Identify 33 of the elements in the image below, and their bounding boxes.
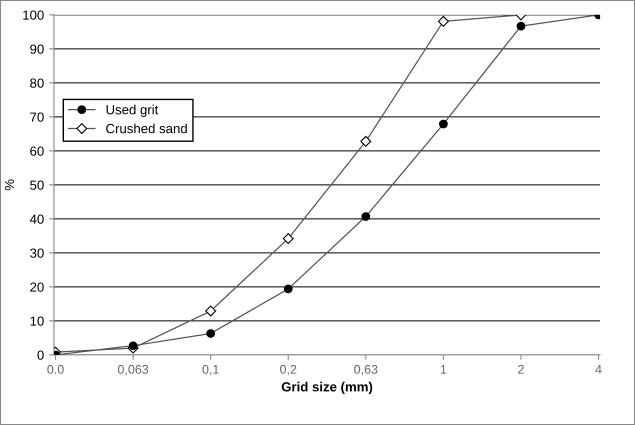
x-tick-label: 0,1 [202, 364, 219, 376]
y-tick-label: 0 [37, 350, 44, 360]
point [360, 136, 372, 147]
point [361, 212, 370, 221]
y-tick-label: 10 [30, 316, 44, 326]
y-tick-label: 60 [30, 146, 44, 156]
y-tick-label: 70 [30, 112, 44, 122]
point [284, 284, 293, 294]
x-tick-label: 0.0 [47, 364, 64, 374]
point [439, 120, 448, 128]
x-tick-label: 1 [440, 365, 446, 374]
point [206, 329, 216, 338]
x-tick-label: 0,2 [280, 364, 296, 376]
legend-label: Crushed sand [106, 124, 187, 134]
point [438, 16, 449, 27]
point [128, 341, 138, 350]
y-tick-label: 80 [30, 78, 44, 88]
point [516, 22, 526, 30]
x-tick-label: 4 [595, 365, 602, 374]
y-tick-label: 50 [30, 180, 44, 190]
y-tick-label: 30 [30, 248, 44, 258]
x-tick-label: 2 [518, 364, 524, 374]
x-tick-label: 0,63 [354, 364, 378, 376]
y-tick-label: 20 [30, 282, 44, 292]
x-axis-title: Grid size (mm) [282, 382, 372, 394]
x-tick-label: 0,063 [118, 364, 148, 376]
y-tick-label: 40 [30, 214, 44, 224]
point [205, 306, 216, 316]
y-tick-label: 100 [23, 10, 44, 20]
y-axis-title: % [4, 179, 14, 190]
y-tick-label: 90 [30, 44, 44, 54]
legend-label: Used grit [106, 104, 158, 117]
point [282, 233, 294, 244]
